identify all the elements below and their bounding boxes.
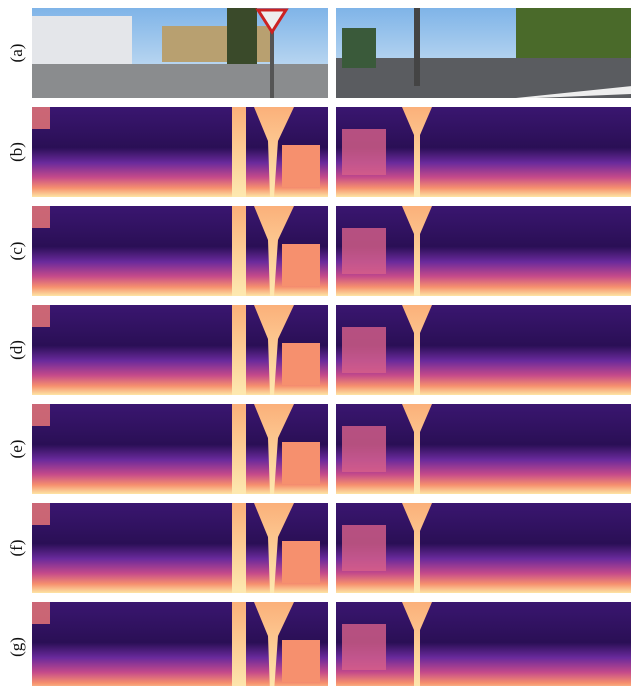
pole xyxy=(270,28,274,98)
near-object xyxy=(342,228,386,274)
near-object xyxy=(32,206,50,228)
pole xyxy=(232,503,246,593)
depth-map xyxy=(32,404,328,494)
building xyxy=(32,16,132,64)
near-object xyxy=(282,442,320,484)
depth-map xyxy=(32,107,328,197)
road xyxy=(32,64,328,98)
depth-map xyxy=(336,305,631,395)
depth-map xyxy=(336,206,631,296)
pole xyxy=(414,8,420,86)
row-label: (g) xyxy=(7,637,26,657)
trees xyxy=(516,8,631,63)
pole xyxy=(232,206,246,296)
near-object xyxy=(282,640,320,682)
depth-map xyxy=(32,305,328,395)
near-object xyxy=(282,145,320,187)
depth-map xyxy=(32,206,328,296)
row-label: (e) xyxy=(7,440,26,459)
depth-map xyxy=(336,107,631,197)
depth-map xyxy=(336,602,631,686)
near-object xyxy=(342,525,386,571)
figure: (a) (b) (c) (d) (e) (f) (g) xyxy=(0,0,631,686)
depth-map xyxy=(32,503,328,593)
near-object xyxy=(342,624,386,670)
row-label: (c) xyxy=(7,242,26,261)
near-object xyxy=(32,503,50,525)
photo xyxy=(336,8,631,98)
pole xyxy=(232,404,246,494)
near-object xyxy=(282,541,320,583)
near-object xyxy=(342,327,386,373)
row-label: (d) xyxy=(7,340,26,360)
row-label: (a) xyxy=(7,44,26,63)
pole xyxy=(232,305,246,395)
near-object xyxy=(32,107,50,129)
row-label: (f) xyxy=(7,540,26,557)
near-object xyxy=(342,426,386,472)
near-object xyxy=(32,602,50,624)
near-object xyxy=(32,404,50,426)
photo xyxy=(32,8,328,98)
near-object xyxy=(282,244,320,286)
depth-map xyxy=(336,503,631,593)
row-label: (b) xyxy=(7,142,26,162)
truck xyxy=(342,28,376,68)
pole xyxy=(232,107,246,197)
pole xyxy=(232,602,246,686)
tree xyxy=(227,8,257,64)
near-object xyxy=(342,129,386,175)
near-object xyxy=(282,343,320,385)
depth-map xyxy=(336,404,631,494)
depth-map xyxy=(32,602,328,686)
near-object xyxy=(32,305,50,327)
